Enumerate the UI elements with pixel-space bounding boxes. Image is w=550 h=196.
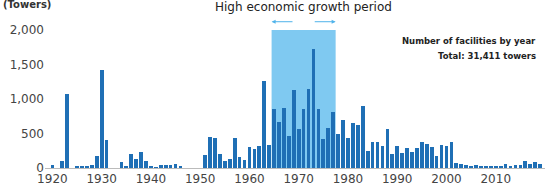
svg-text:(Towers): (Towers): [3, 0, 51, 10]
svg-text:High economic growth period: High economic growth period: [215, 0, 392, 14]
svg-text:1980: 1980: [333, 172, 364, 186]
svg-text:1940: 1940: [136, 172, 167, 186]
svg-text:500: 500: [21, 127, 44, 141]
svg-text:Total: 31,411 towers: Total: 31,411 towers: [438, 51, 536, 61]
svg-text:1930: 1930: [86, 172, 117, 186]
svg-text:0: 0: [36, 161, 44, 175]
svg-text:1970: 1970: [283, 172, 314, 186]
svg-text:1,500: 1,500: [10, 58, 44, 72]
svg-text:1990: 1990: [382, 172, 413, 186]
svg-text:1950: 1950: [185, 172, 216, 186]
svg-text:Number of facilities by year: Number of facilities by year: [402, 36, 536, 46]
svg-text:1,000: 1,000: [10, 92, 44, 106]
svg-text:2010: 2010: [480, 172, 511, 186]
svg-text:2000: 2000: [431, 172, 462, 186]
svg-text:2,000: 2,000: [10, 23, 44, 37]
svg-text:1920: 1920: [37, 172, 68, 186]
svg-text:1960: 1960: [234, 172, 265, 186]
